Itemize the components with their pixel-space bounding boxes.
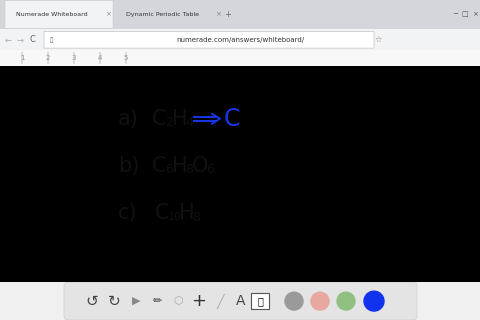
Text: 🖼: 🖼: [257, 296, 263, 306]
Text: 2: 2: [46, 55, 50, 61]
Text: H: H: [172, 156, 188, 176]
Text: 🔒: 🔒: [50, 37, 53, 43]
Text: □: □: [462, 11, 468, 17]
Text: Dynamic Periodic Table: Dynamic Periodic Table: [126, 12, 199, 17]
Text: A: A: [236, 294, 246, 308]
Text: b): b): [118, 156, 139, 176]
Circle shape: [364, 291, 384, 311]
Text: 8: 8: [185, 164, 193, 176]
Text: 5: 5: [124, 55, 128, 61]
FancyBboxPatch shape: [115, 1, 223, 28]
Circle shape: [73, 52, 74, 64]
Text: c): c): [118, 203, 138, 223]
Circle shape: [337, 292, 355, 310]
Text: 8: 8: [192, 211, 200, 224]
Text: C: C: [152, 156, 167, 176]
Text: +: +: [225, 10, 231, 19]
FancyBboxPatch shape: [64, 282, 417, 320]
Text: 6: 6: [206, 164, 214, 176]
Text: a): a): [118, 109, 139, 129]
Text: −: −: [452, 11, 458, 17]
Text: 6: 6: [165, 164, 173, 176]
FancyBboxPatch shape: [5, 1, 113, 28]
Text: ×: ×: [215, 11, 221, 17]
Circle shape: [285, 292, 303, 310]
Text: 1: 1: [20, 55, 24, 61]
Text: +: +: [192, 292, 206, 310]
Text: ☆: ☆: [374, 35, 382, 44]
Text: 3: 3: [72, 55, 76, 61]
Text: 4: 4: [98, 55, 102, 61]
Circle shape: [311, 292, 329, 310]
Text: 4: 4: [185, 116, 193, 129]
Text: 10: 10: [168, 212, 182, 222]
Text: ×: ×: [105, 11, 111, 17]
Text: H: H: [172, 109, 188, 129]
Text: ×: ×: [472, 11, 478, 17]
Text: C: C: [155, 203, 169, 223]
Text: H: H: [179, 203, 194, 223]
FancyBboxPatch shape: [251, 293, 269, 309]
Text: ▶: ▶: [132, 296, 140, 306]
Text: C: C: [29, 35, 35, 44]
Text: ⬡: ⬡: [173, 296, 183, 306]
Text: →: →: [16, 35, 24, 44]
Text: ╱: ╱: [216, 293, 224, 309]
Text: 2: 2: [165, 116, 173, 129]
Text: ✏: ✏: [152, 296, 162, 306]
Text: C: C: [224, 107, 240, 131]
Text: C: C: [152, 109, 167, 129]
Text: O: O: [192, 156, 208, 176]
Text: ←: ←: [4, 35, 12, 44]
Text: Numerade Whiteboard: Numerade Whiteboard: [16, 12, 88, 17]
Text: ↻: ↻: [108, 294, 120, 308]
FancyBboxPatch shape: [44, 32, 374, 48]
Circle shape: [22, 52, 23, 64]
Text: ↺: ↺: [85, 294, 98, 308]
Text: numerade.com/answers/whiteboard/: numerade.com/answers/whiteboard/: [176, 37, 304, 43]
